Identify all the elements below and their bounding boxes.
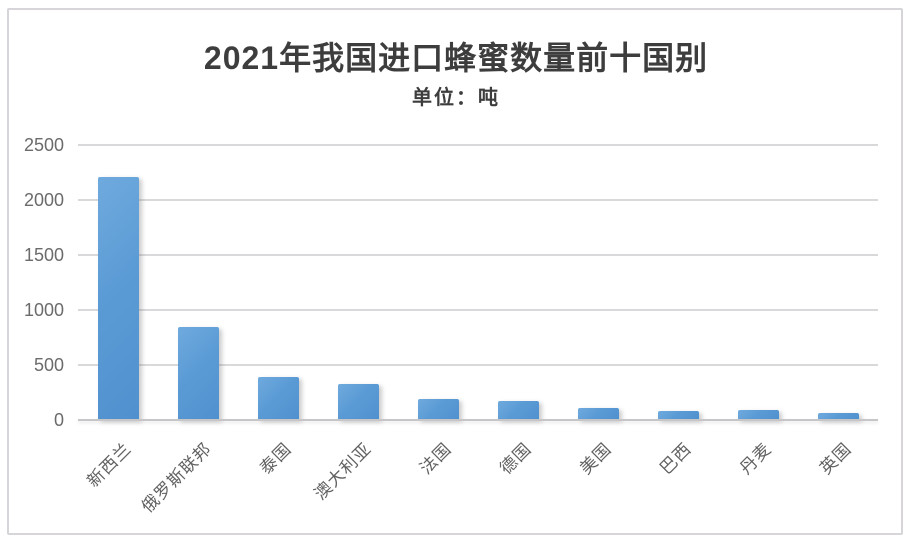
gridline: [78, 309, 878, 311]
gridline: [78, 254, 878, 256]
bar-slot: [798, 145, 878, 420]
x-label-slot: 巴西: [638, 422, 718, 534]
bar-法国: [417, 399, 459, 420]
x-axis: 新西兰 俄罗斯联邦 泰国 澳大利亚 法国 德国 美国 巴西 丹麦 英国: [78, 422, 878, 534]
x-label-slot: 泰国: [238, 422, 318, 534]
bar-slot: [398, 145, 478, 420]
category-label: 德国: [496, 439, 536, 479]
y-tick-label: 500: [33, 355, 64, 375]
bar-slot: [78, 145, 158, 420]
plot-area: [78, 144, 878, 421]
category-label: 澳大利亚: [310, 439, 376, 504]
bar-澳大利亚: [337, 383, 379, 420]
y-tick-label: 1000: [23, 300, 64, 320]
category-label: 法国: [416, 439, 456, 479]
y-tick-label: 1500: [23, 245, 64, 265]
category-label: 美国: [576, 439, 616, 479]
y-tick-label: 0: [53, 410, 64, 430]
category-label: 新西兰: [83, 439, 136, 491]
bar-德国: [497, 400, 539, 420]
category-label: 丹麦: [736, 439, 776, 479]
bar-slot: [478, 145, 558, 420]
category-label: 英国: [816, 439, 856, 479]
bar-美国: [577, 407, 619, 420]
gridline: [78, 199, 878, 201]
bar-丹麦: [737, 410, 779, 420]
gridline: [78, 144, 878, 146]
bar-英国: [817, 412, 859, 420]
chart-title: 2021年我国进口蜂蜜数量前十国别: [203, 40, 709, 76]
category-label: 巴西: [656, 439, 696, 479]
y-tick-label: 2000: [23, 190, 64, 210]
bar-slot: [638, 145, 718, 420]
bars-row: [78, 145, 878, 420]
bar-slot: [318, 145, 398, 420]
x-label-slot: 丹麦: [718, 422, 798, 534]
bar-巴西: [657, 410, 699, 420]
chart-subtitle: 单位：吨: [412, 87, 500, 109]
bar-slot: [718, 145, 798, 420]
y-tick-label: 2500: [23, 135, 64, 155]
bar-俄罗斯联邦: [177, 326, 219, 420]
bar-slot: [558, 145, 638, 420]
x-label-slot: 英国: [798, 422, 878, 534]
gridline: [78, 364, 878, 366]
x-label-slot: 俄罗斯联邦: [138, 422, 238, 534]
bar-slot: [238, 145, 318, 420]
x-label-slot: 新西兰: [78, 422, 158, 534]
y-axis: 0 500 1000 1500 2000 2500: [0, 135, 70, 430]
x-label-slot: 澳大利亚: [311, 422, 398, 534]
category-label: 泰国: [256, 439, 296, 479]
bar-slot: [158, 145, 238, 420]
x-axis-baseline: [78, 419, 878, 421]
x-label-slot: 法国: [398, 422, 478, 534]
x-label-slot: 德国: [478, 422, 558, 534]
bar-泰国: [257, 376, 299, 420]
x-label-slot: 美国: [558, 422, 638, 534]
bar-新西兰: [97, 176, 139, 420]
